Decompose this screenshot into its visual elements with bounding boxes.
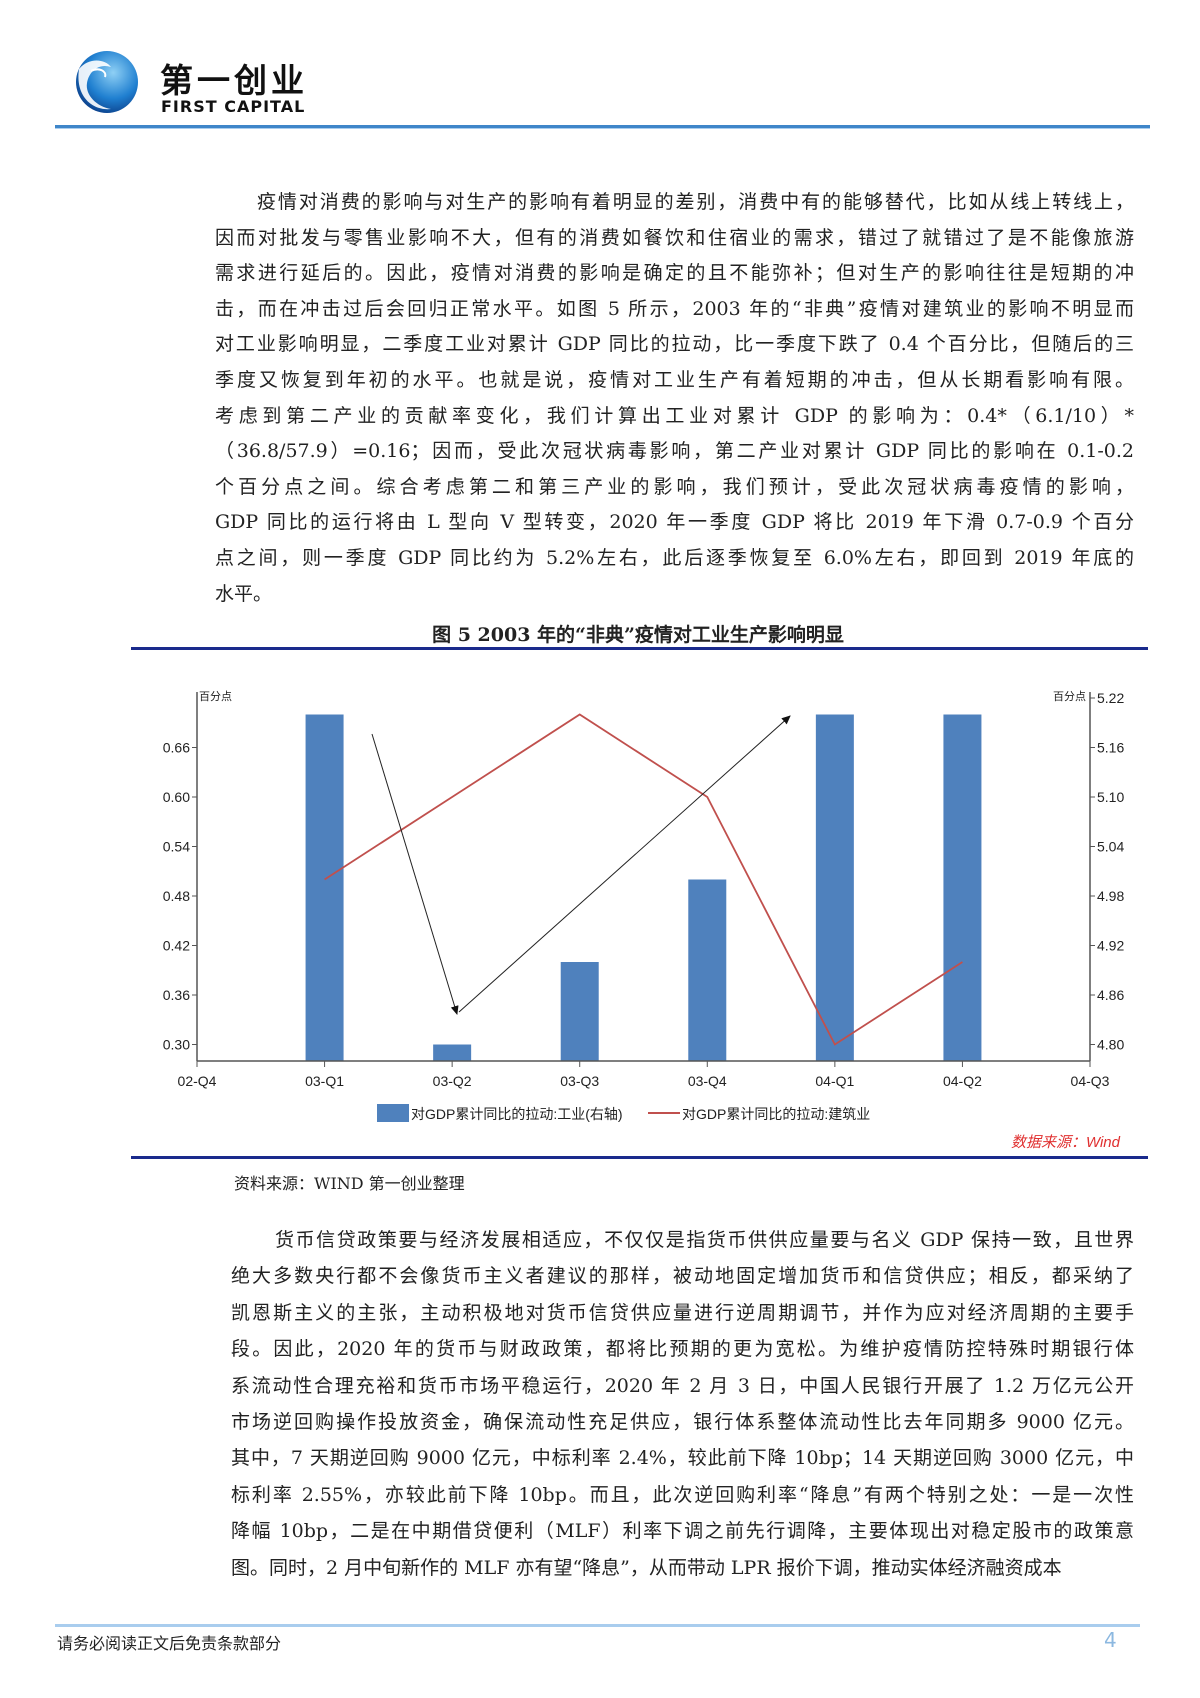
- combo-chart: 0.30 0.36 0.42 0.48 0.54 0.60 0.66 4.80 4.86 4.92…: [163, 690, 1125, 1151]
- line-construction: [324, 713, 963, 1046]
- figure-bottom-rule: [131, 1156, 1148, 1159]
- x-tick-label: 04-Q1: [815, 1073, 854, 1089]
- x-tick-label: 03-Q2: [433, 1073, 472, 1089]
- right-tick-label: 4.92: [1097, 938, 1124, 954]
- right-tick-label: 5.04: [1097, 839, 1124, 855]
- figure-top-rule: [131, 647, 1148, 650]
- text-line: 凯恩斯主义的主张，主动积极地对货币信贷供应量进行逆周期调节，并作为应对经济周期的…: [231, 1301, 1134, 1324]
- text-line: 段。因此，2020 年的货币与财政政策，都将比预期的更为宽松。为维护疫情防控特殊…: [231, 1338, 1134, 1361]
- text-line: 系流动性合理充裕和货币市场平稳运行，2020 年 2 月 3 日，中国人民银行开…: [231, 1374, 1134, 1397]
- text-line: （36.8/57.9）=0.16；因而，受此次冠状病毒影响，第二产业对累计 GD…: [215, 440, 1134, 463]
- text-line: 其中，7 天期逆回购 9000 亿元，中标利率 2.4%，较此前下降 10bp；…: [231, 1447, 1134, 1470]
- brand-name-cn: 第一创业: [160, 61, 308, 100]
- right-tick-label: 4.98: [1097, 888, 1124, 904]
- text-line: 图。同时，2 月中旬新作的 MLF 亦有望“降息”，从而带动 LPR 报价下调，…: [231, 1556, 1062, 1579]
- bar-03-Q1: [305, 714, 344, 1061]
- legend-label-line: 对GDP累计同比的拉动:建筑业: [682, 1106, 870, 1122]
- footer-disclaimer: 请务必阅读正文后免责条款部分: [57, 1634, 282, 1653]
- text-line: 点之间，则一季度 GDP 同比约为 5.2%左右，此后逐季恢复至 6.0%左右，…: [215, 547, 1134, 569]
- text-line: 季度又恢复到年初的水平。也就是说，疫情对工业生产有着短期的冲击，但从长期看影响有…: [215, 369, 1134, 391]
- left-tick-label: 0.48: [163, 888, 190, 904]
- right-tick-label: 5.16: [1097, 740, 1124, 756]
- left-tick-label: 0.54: [163, 839, 190, 855]
- text-line: 水平。: [215, 582, 273, 605]
- text-line: 降幅 10bp，二是在中期借贷便利（MLF）利率下调之前先行调降，主要体现出对稳…: [231, 1520, 1134, 1543]
- x-tick-label: 03-Q4: [688, 1073, 727, 1089]
- text-line: 标利率 2.55%，亦较此前下降 10bp。而且，此次逆回购利率“降息”有两个特…: [231, 1483, 1134, 1506]
- header-divider: [55, 125, 1150, 129]
- x-tick-label: 03-Q3: [560, 1073, 599, 1089]
- legend-swatch-bar: [377, 1104, 409, 1122]
- left-tick-label: 0.42: [163, 938, 190, 954]
- globe-logo-icon: [76, 51, 138, 113]
- bar-04-Q1: [815, 714, 854, 1061]
- right-tick-label: 5.10: [1097, 789, 1124, 805]
- brand-name-en: FIRST CAPITAL: [161, 97, 306, 116]
- legend-label-bar: 对GDP累计同比的拉动:工业(右轴): [411, 1106, 623, 1122]
- left-axis-unit: 百分点: [199, 690, 232, 703]
- left-tick-label: 0.66: [163, 740, 190, 756]
- figure-caption: 图 5 2003 年的“非典”疫情对工业生产影响明显: [432, 624, 844, 646]
- left-tick-label: 0.30: [163, 1037, 190, 1053]
- annotation-arrow-down: [371, 733, 459, 1015]
- text-line: 个百分点之间。综合考虑第二和第三产业的影响，我们预计，受此次冠状病毒疫情的影响，: [215, 475, 1134, 498]
- right-tick-label: 5.22: [1097, 690, 1124, 706]
- text-line: GDP 同比的运行将由 L 型向 V 型转变，2020 年一季度 GDP 将比 …: [215, 511, 1134, 534]
- x-tick-label: 03-Q1: [305, 1073, 344, 1089]
- text-line: 疫情对消费的影响与对生产的影响有着明显的差别，消费中有的能够替代，比如从线上转线…: [257, 191, 1134, 213]
- text-line: 考虑到第二产业的贡献率变化，我们计算出工业对累计 GDP 的影响为：0.4*（6…: [215, 404, 1134, 427]
- x-tick-label: 04-Q2: [943, 1073, 982, 1089]
- text-line: 市场逆回购操作投放资金，确保流动性充足供应，银行体系整体流动性比去年同期多 90…: [231, 1411, 1134, 1433]
- text-line: 对工业影响明显，二季度工业对累计 GDP 同比的拉动，比一季度下跌了 0.4 个…: [215, 333, 1134, 356]
- x-tick-label: 02-Q4: [178, 1073, 217, 1089]
- right-tick-label: 4.86: [1097, 987, 1124, 1003]
- x-tick-label: 04-Q3: [1071, 1073, 1110, 1089]
- text-line: 绝大多数央行都不会像货币主义者建议的那样，被动地固定增加货币和信贷供应；相反，都…: [231, 1265, 1134, 1288]
- text-line: 因而对批发与零售业影响不大，但有的消费如餐饮和住宿业的需求，错过了就错过了是不能…: [215, 226, 1134, 249]
- right-tick-label: 4.80: [1097, 1037, 1124, 1053]
- right-axis-unit: 百分点: [1053, 690, 1086, 703]
- source-note: 资料来源：WIND 第一创业整理: [234, 1174, 465, 1193]
- text-line: 货币信贷政策要与经济发展相适应，不仅仅是指货币供供应量要与名义 GDP 保持一致…: [275, 1229, 1134, 1251]
- text-line: 击，而在冲击过后会回归正常水平。如图 5 所示，2003 年的“非典”疫情对建筑…: [215, 297, 1134, 320]
- footer-divider: [55, 1624, 1140, 1627]
- bar-03-Q4: [688, 879, 727, 1061]
- bar-04-Q2: [943, 714, 982, 1061]
- annotation-arrow-up: [458, 715, 791, 1013]
- text-line: 需求进行延后的。因此，疫情对消费的影响是确定的且不能弥补；但对生产的影响往往是短…: [215, 262, 1134, 285]
- left-tick-label: 0.36: [163, 987, 190, 1003]
- wind-source-note: 数据来源：Wind: [1011, 1134, 1121, 1151]
- left-tick-label: 0.60: [163, 789, 190, 805]
- bar-03-Q3: [560, 962, 599, 1061]
- page-number: 4: [1104, 1628, 1117, 1652]
- bar-03-Q2: [433, 1044, 472, 1061]
